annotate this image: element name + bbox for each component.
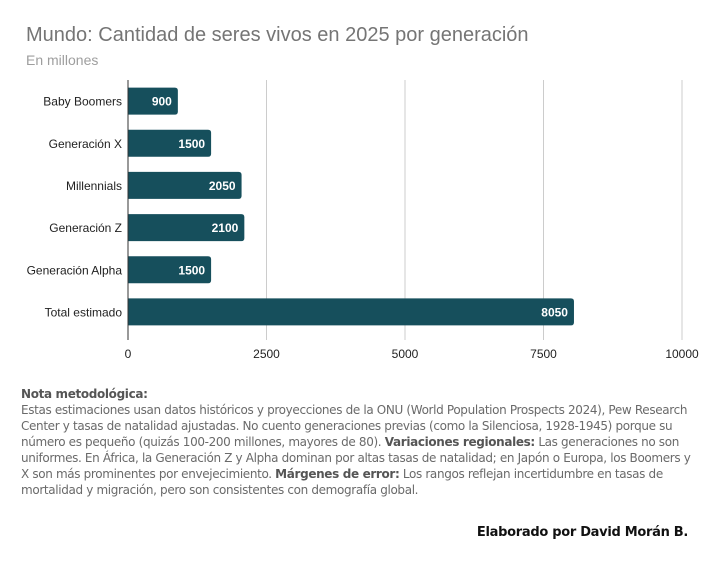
bars: 900 1500 2050 2100 1500 8050: [127, 87, 574, 326]
bar: [128, 214, 245, 242]
category-label: Generación X: [49, 137, 122, 151]
bar: [128, 256, 212, 284]
note-text-2: Las generaciones no son uniformes. En Áf…: [21, 435, 691, 481]
category-label: Total estimado: [45, 305, 123, 319]
x-tick-labels: 0 2500 5000 7500 10000: [125, 347, 699, 361]
data-label: 900: [152, 95, 172, 109]
data-label: 8050: [541, 305, 568, 319]
chart-subtitle: En millones: [26, 52, 99, 68]
note-text-3: Los rangos reflejan incertidumbre en tas…: [21, 467, 663, 497]
chart-title: Mundo: Cantidad de seres vivos en 2025 p…: [26, 24, 529, 46]
note-bold-error: Márgenes de error:: [275, 467, 400, 481]
category-label: Generación Alpha: [27, 263, 123, 277]
author-credit: Elaborado por David Morán B.: [476, 525, 688, 540]
data-label: 1500: [178, 137, 205, 151]
note-heading: Nota metodológica:: [21, 387, 148, 401]
category-label: Baby Boomers: [43, 95, 122, 109]
bar: [128, 171, 242, 199]
x-tick-label: 0: [125, 347, 132, 361]
bar: [127, 298, 574, 326]
category-label: Generación Z: [49, 221, 122, 235]
gridlines: [266, 80, 683, 340]
x-tick-label: 5000: [392, 347, 419, 361]
category-labels: Baby Boomers Generación X Millennials Gener…: [27, 95, 123, 320]
bar-chart: 900 1500 2050 2100 1500 8050 Baby Boomers Gene…: [27, 80, 699, 361]
data-label: 2050: [209, 179, 236, 193]
methodology-note: Nota metodológica: Estas estimaciones us…: [21, 386, 701, 498]
x-tick-label: 2500: [253, 347, 280, 361]
data-label: 1500: [178, 263, 205, 277]
data-label: 2100: [212, 221, 239, 235]
bar: [128, 87, 178, 115]
x-tick-label: 7500: [530, 347, 557, 361]
category-label: Millennials: [66, 179, 122, 193]
x-tick-label: 10000: [665, 347, 699, 361]
bar: [128, 129, 212, 157]
note-bold-regional: Variaciones regionales:: [384, 435, 535, 449]
note-text-1: Estas estimaciones usan datos históricos…: [21, 403, 688, 449]
